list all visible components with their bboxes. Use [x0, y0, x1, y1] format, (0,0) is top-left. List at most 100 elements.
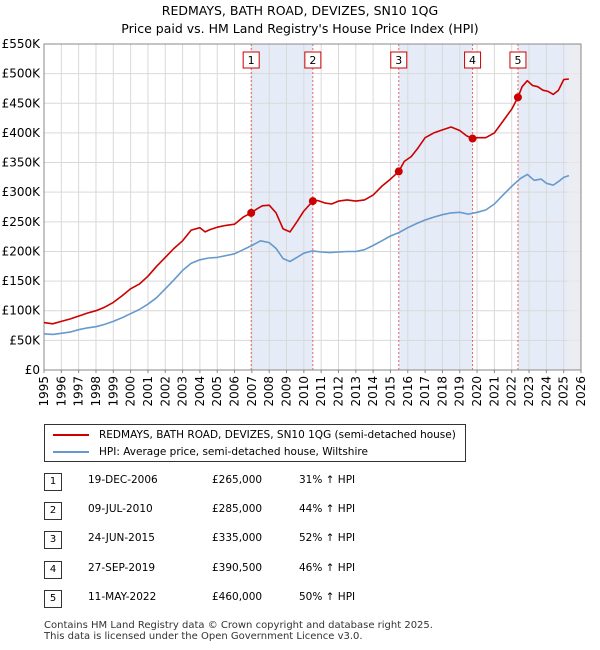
x-tick-label: 1995	[37, 376, 51, 407]
table-row: 3 24-JUN-2015 £335,000 52% ↑ HPI	[44, 530, 464, 550]
chart-title-block: REDMAYS, BATH ROAD, DEVIZES, SN10 1QG Pr…	[0, 2, 600, 38]
sale-date: 27-SEP-2019	[88, 562, 156, 574]
x-tick-label: 2010	[297, 376, 311, 407]
x-tick-label: 2014	[366, 376, 380, 407]
sale-hpi-change: 31% ↑ HPI	[299, 474, 356, 486]
footer: Contains HM Land Registry data © Crown c…	[44, 620, 433, 642]
x-tick-label: 2019	[453, 376, 467, 407]
y-tick-label: £400K	[2, 126, 42, 140]
sale-date: 11-MAY-2022	[88, 591, 157, 603]
sale-number-box	[242, 51, 260, 69]
x-tick-label: 2011	[314, 376, 328, 407]
x-tick-label: 2024	[539, 376, 553, 407]
x-tick-label: 2008	[262, 376, 276, 407]
sale-price: £460,000	[212, 591, 263, 603]
y-tick-label: £350K	[2, 156, 42, 170]
x-tick-label: 2018	[435, 376, 449, 407]
x-tick-label: 2022	[505, 376, 519, 407]
y-tick-label: £550K	[2, 37, 42, 51]
sale-number-label: 2	[309, 54, 316, 67]
sale-point	[308, 197, 317, 206]
sale-number-label: 1	[248, 54, 255, 67]
y-tick-label: £150K	[2, 274, 42, 288]
legend-label-property: REDMAYS, BATH ROAD, DEVIZES, SN10 1QG (s…	[99, 429, 456, 441]
table-row: 4 27-SEP-2019 £390,500 46% ↑ HPI	[44, 560, 464, 580]
sale-point	[247, 208, 256, 217]
x-tick-label: 2006	[228, 376, 242, 407]
price-chart: £0 £50K £100K £150K £200K £250K £300K £350K £400…	[2, 37, 588, 407]
x-tick-label: 2013	[349, 376, 363, 407]
sale-point	[513, 93, 522, 102]
sale-date: 19-DEC-2006	[88, 474, 158, 486]
sale-hpi-change: 44% ↑ HPI	[299, 503, 356, 515]
x-tick-label: 2000	[124, 376, 138, 407]
sale-price: £285,000	[212, 503, 263, 515]
plot-border	[43, 43, 582, 371]
sale-number-box	[390, 51, 408, 69]
sale-marker-badge: 4	[44, 561, 62, 579]
y-tick-label: £250K	[2, 215, 42, 229]
legend-label-hpi: HPI: Average price, semi-detached house,…	[99, 446, 368, 458]
footer-copyright: Contains HM Land Registry data © Crown c…	[44, 620, 433, 631]
sale-marker-badge: 5	[44, 590, 62, 608]
x-tick-label: 2012	[331, 376, 345, 407]
sale-marker-badge: 3	[44, 531, 62, 549]
y-tick-label: £0	[25, 363, 40, 377]
table-row: 1 19-DEC-2006 £265,000 31% ↑ HPI	[44, 472, 464, 492]
sale-number-box	[509, 51, 527, 69]
x-tick-label: 1996	[54, 376, 68, 407]
x-tick-label: 2003	[176, 376, 190, 407]
footer-licence: This data is licensed under the Open Gov…	[44, 631, 363, 642]
table-row: 5 11-MAY-2022 £460,000 50% ↑ HPI	[44, 589, 464, 609]
x-tick-label: 2004	[193, 376, 207, 407]
x-tick-label: 1999	[106, 376, 120, 407]
y-tick-label: £500K	[2, 67, 42, 81]
sale-number-label: 3	[395, 54, 402, 67]
legend: REDMAYS, BATH ROAD, DEVIZES, SN10 1QG (s…	[44, 424, 466, 462]
sale-date: 09-JUL-2010	[88, 503, 153, 515]
series-line-hpi	[43, 173, 570, 336]
chart-title: REDMAYS, BATH ROAD, DEVIZES, SN10 1QG	[161, 3, 439, 18]
x-tick-label: 2002	[158, 376, 172, 407]
sale-hpi-change: 46% ↑ HPI	[299, 562, 356, 574]
sale-point	[468, 134, 477, 143]
sale-number-label: 4	[469, 54, 476, 67]
shaded-period	[398, 44, 473, 370]
sale-hpi-change: 52% ↑ HPI	[299, 532, 356, 544]
y-tick-label: £50K	[9, 333, 41, 347]
x-tick-label: 1997	[72, 376, 86, 407]
sale-date: 24-JUN-2015	[88, 532, 155, 544]
future-region	[567, 44, 581, 370]
x-tick-label: 2017	[418, 376, 432, 407]
sale-number-box	[304, 51, 322, 69]
x-tick-label: 2001	[141, 376, 155, 407]
x-tick-label: 2009	[280, 376, 294, 407]
sale-marker-badge: 1	[44, 473, 62, 491]
y-tick-label: £450K	[2, 96, 42, 110]
sale-price: £265,000	[212, 474, 263, 486]
table-row: 2 09-JUL-2010 £285,000 44% ↑ HPI	[44, 501, 464, 521]
x-tick-label: 2025	[557, 376, 571, 407]
chart-subtitle: Price paid vs. HM Land Registry's House …	[121, 21, 479, 36]
sale-hpi-change: 50% ↑ HPI	[299, 591, 356, 603]
x-tick-label: 2020	[470, 376, 484, 407]
y-tick-label: £200K	[2, 244, 42, 258]
sale-marker-badge: 2	[44, 502, 62, 520]
sale-number-box	[464, 51, 482, 69]
sale-price: £390,500	[212, 562, 263, 574]
legend-swatch-property	[53, 434, 89, 436]
sale-price: £335,000	[212, 532, 263, 544]
x-tick-label: 1998	[89, 376, 103, 407]
series-line-property	[43, 78, 569, 325]
x-tick-label: 2016	[401, 376, 415, 407]
y-tick-label: £300K	[2, 185, 42, 199]
x-tick-label: 2023	[522, 376, 536, 407]
sale-number-label: 5	[514, 54, 521, 67]
x-tick-label: 2021	[487, 376, 501, 407]
x-tick-label: 2026	[574, 376, 588, 407]
legend-swatch-hpi	[53, 451, 89, 453]
y-tick-label: £100K	[2, 304, 42, 318]
sale-point	[394, 167, 403, 176]
x-tick-label: 2015	[383, 376, 397, 407]
x-tick-label: 2005	[210, 376, 224, 407]
